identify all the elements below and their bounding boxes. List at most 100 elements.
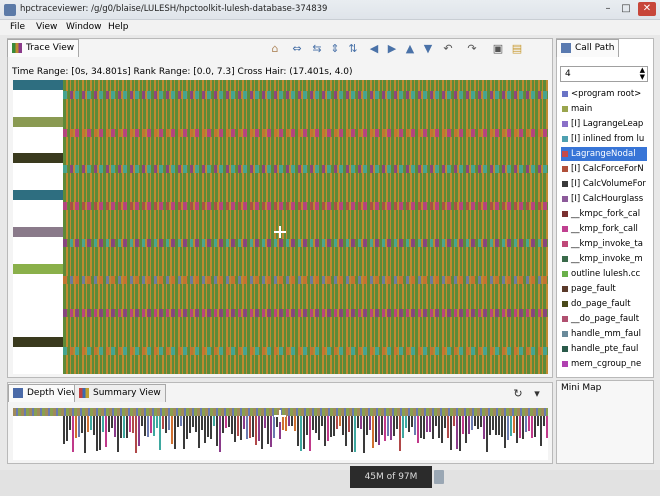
depth-view-icon [13,388,23,398]
depth-bar [102,416,104,432]
tab-summary-view[interactable]: Summary View [74,384,166,402]
open-icon[interactable]: ▤ [511,42,523,55]
depth-bar [288,416,290,426]
depth-bar [315,416,317,433]
depth-bar [507,416,509,440]
tab-trace-view-label: Trace View [26,43,75,53]
call-path-item[interactable]: page_fault [561,282,647,296]
call-path-item[interactable]: do_page_fault [561,297,647,311]
call-path-item[interactable]: __kmpc_fork_cal [561,207,647,221]
call-path-item[interactable]: [I] inlined from lu [561,132,647,146]
depth-bar [378,416,380,445]
depth-bar [312,416,314,430]
expand-vertical-icon[interactable]: ⇕ [330,42,340,55]
close-button[interactable]: ✕ [638,2,656,16]
call-path-item[interactable]: handle_pte_faul [561,342,647,356]
call-path-item[interactable]: __do_page_fault [561,312,647,326]
call-path-icon [561,43,571,53]
call-path-item[interactable]: <program root> [561,87,647,101]
depth-bar [189,416,191,433]
chevron-down-icon[interactable]: ▾ [534,387,540,400]
redo-icon[interactable]: ↷ [467,42,477,55]
depth-bar [294,416,296,431]
rank-marker [13,227,63,237]
trace-background [63,80,548,374]
call-path-item[interactable]: mem_cgroup_ne [561,357,647,371]
call-path-item[interactable]: [I] CalcVolumeFor [561,177,647,191]
depth-bar [234,416,236,442]
depth-stepper[interactable]: 4 ▲ ▼ [560,66,648,82]
depth-bar [396,416,398,429]
home-icon[interactable]: ⌂ [271,42,279,55]
call-path-item[interactable]: __kmp_fork_call [561,222,647,236]
depth-bar [444,416,446,428]
color-swatch [562,331,568,337]
depth-bar [183,416,185,449]
depth-bar [504,416,506,448]
refresh-icon[interactable]: ↻ [513,387,523,400]
tab-depth-view[interactable]: Depth View [8,384,84,402]
call-path-item-label: outline lulesh.cc [571,269,641,279]
depth-bar [408,416,410,432]
menu-view[interactable]: View [36,22,58,32]
depth-bar [474,416,476,426]
depth-bar [459,416,461,451]
color-swatch [562,211,568,217]
tab-call-path[interactable]: Call Path [556,39,620,57]
arrow-down-icon[interactable]: ▼ [423,42,433,55]
call-path-item[interactable]: main [561,102,647,116]
garbage-collect-icon[interactable] [434,470,444,484]
tab-trace-view[interactable]: Trace View [7,39,80,57]
depth-bar [366,416,368,435]
minimize-button[interactable]: – [605,3,611,14]
depth-bar [372,416,374,448]
depth-bar [483,416,485,439]
depth-bar [159,416,161,450]
depth-bar [276,416,278,427]
depth-bar [162,416,164,429]
expand-horizontal-icon[interactable]: ⇔ [292,42,302,55]
menu-file[interactable]: File [10,22,26,32]
depth-bar [171,416,173,444]
stepper-arrows-icon[interactable]: ▲ ▼ [639,66,645,81]
call-path-item[interactable]: __kmp_invoke_m [561,252,647,266]
rank-marker [13,117,63,127]
call-path-item[interactable]: [I] LagrangeLeap [561,117,647,131]
arrow-left-icon[interactable]: ◀ [369,42,379,55]
call-path-item[interactable]: [I] CalcForceForN [561,162,647,176]
depth-bar [351,416,353,452]
arrow-up-icon[interactable]: ▲ [405,42,415,55]
depth-bar [318,416,320,440]
depth-bar [324,416,326,446]
depth-bar [423,416,425,439]
trace-canvas[interactable] [13,80,548,374]
depth-bar [111,416,113,428]
call-path-item[interactable]: [I] CalcHourglass [561,192,647,206]
depth-bar [192,416,194,427]
shrink-vertical-icon[interactable]: ⇅ [348,42,358,55]
depth-bar [222,416,224,433]
title-bar: hpctraceviewer: /g/g0/blaise/LULESH/hpct… [0,0,660,20]
trace-band [63,201,548,210]
shrink-horizontal-icon[interactable]: ⇆ [312,42,322,55]
depth-bar [309,416,311,451]
menu-window[interactable]: Window [66,22,102,32]
depth-bar [450,416,452,450]
depth-bar [174,416,176,449]
depth-bar [90,416,92,430]
call-path-item-label: [I] CalcVolumeFor [571,179,646,189]
save-icon[interactable]: ▣ [492,42,504,55]
arrow-right-icon[interactable]: ▶ [387,42,397,55]
call-path-item[interactable]: handle_mm_faul [561,327,647,341]
call-path-item[interactable]: outline lulesh.cc [561,267,647,281]
rank-marker [13,337,63,347]
menu-help[interactable]: Help [108,22,129,32]
maximize-button[interactable]: □ [621,3,631,14]
call-path-item[interactable]: LagrangeNodal [561,147,647,161]
depth-canvas[interactable] [13,408,548,460]
depth-bar [468,416,470,434]
color-swatch [562,256,568,262]
depth-bar [354,416,356,452]
call-path-item[interactable]: __kmp_invoke_ta [561,237,647,251]
undo-icon[interactable]: ↶ [443,42,453,55]
